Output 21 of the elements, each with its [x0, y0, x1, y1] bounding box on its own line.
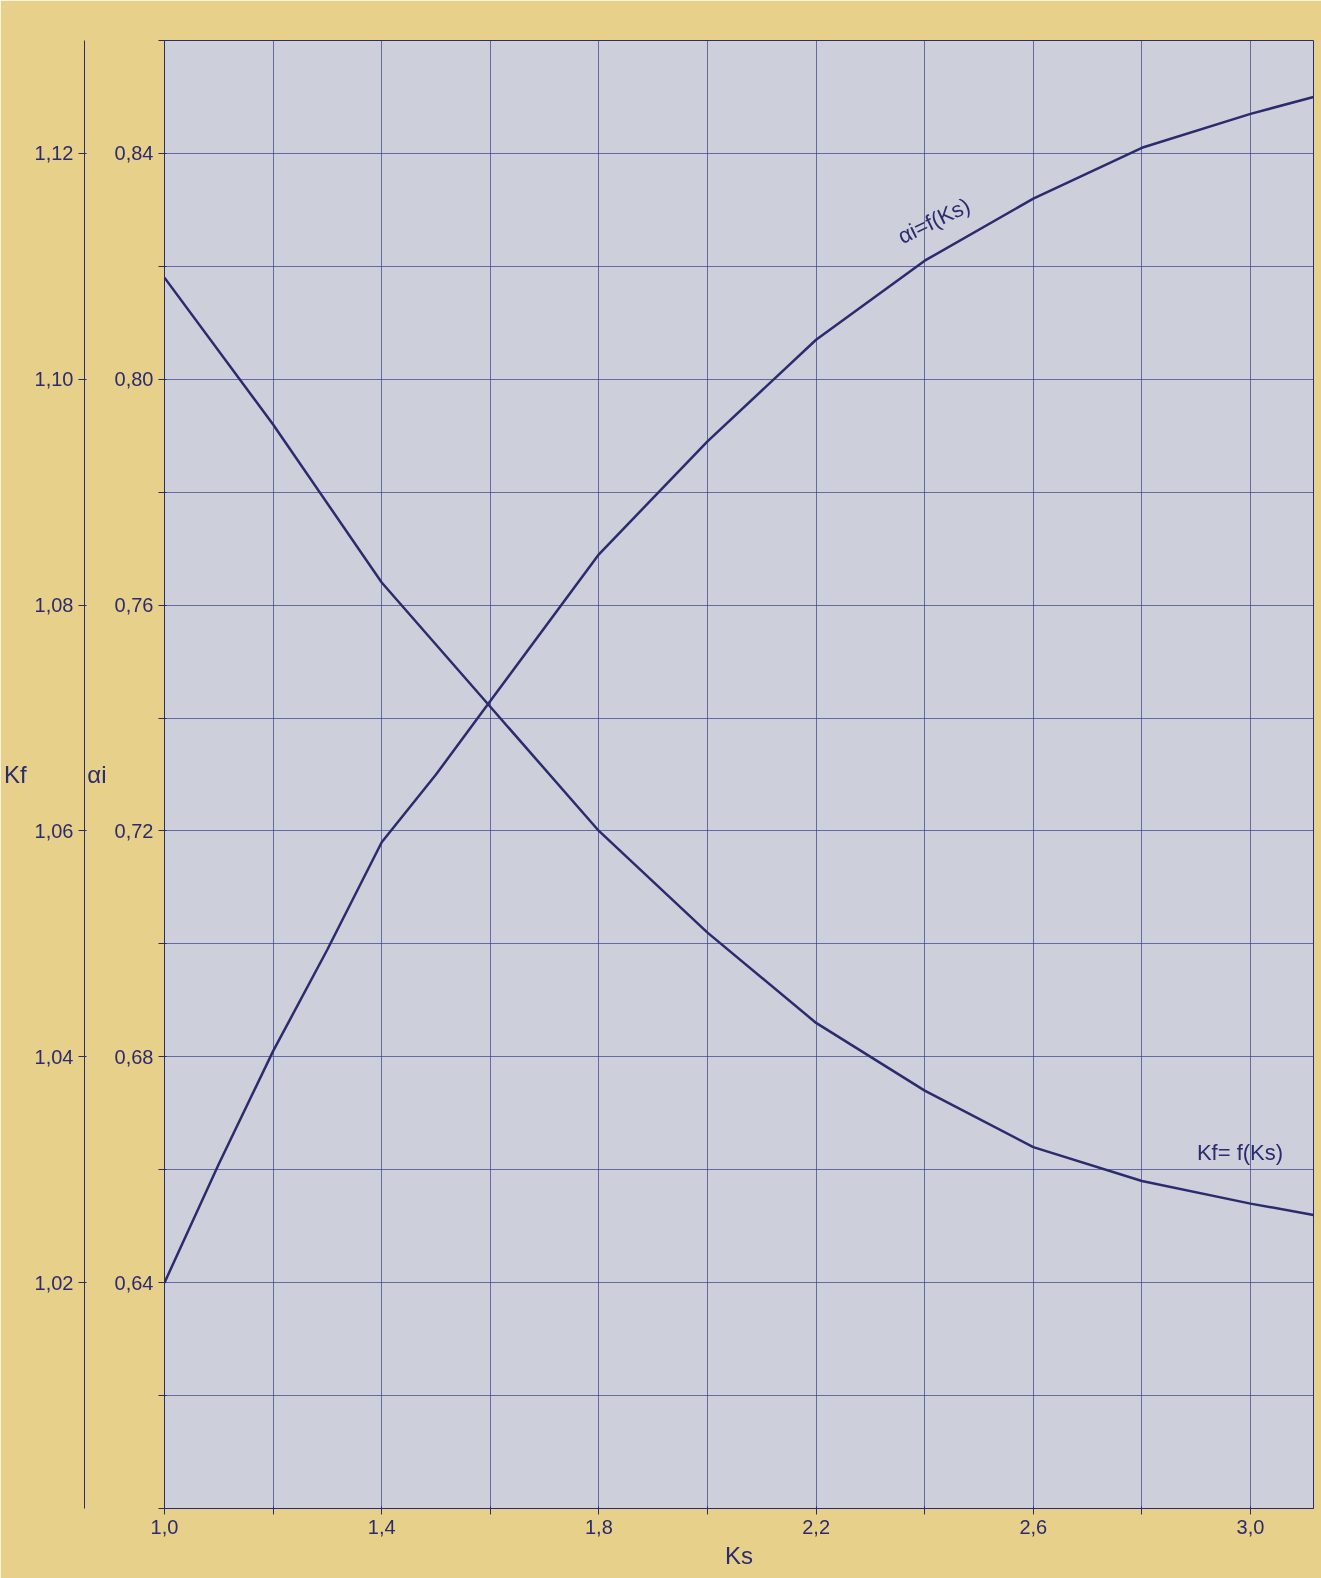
- y-tick-label: 1,06: [34, 819, 74, 842]
- y2-tick-label: 0,68: [114, 1045, 154, 1068]
- x-axis-title: Ks: [725, 1541, 754, 1569]
- y-tick-label: 1,08: [34, 594, 74, 617]
- y2-tick-label: 0,76: [114, 594, 154, 617]
- x-tick-label: 2,2: [802, 1515, 831, 1538]
- y2-tick-label: 0,72: [114, 819, 154, 842]
- y2-tick-label: 0,64: [114, 1271, 154, 1294]
- y-tick-label: 1,12: [34, 142, 74, 165]
- y-tick-label: 1,04: [34, 1045, 74, 1068]
- x-tick-label: 1,4: [367, 1515, 396, 1538]
- y2-tick-label: 0,84: [114, 142, 154, 165]
- x-tick-label: 3,0: [1236, 1515, 1265, 1538]
- y-axis-title: Kf: [3, 761, 27, 788]
- x-tick-label: 1,0: [150, 1515, 179, 1538]
- y2-axis-title: αi: [87, 761, 107, 788]
- x-tick-label: 1,8: [585, 1515, 613, 1538]
- y-tick-label: 1,02: [34, 1271, 74, 1294]
- y-tick-label: 1,10: [34, 368, 74, 391]
- y2-tick-label: 0,80: [114, 368, 154, 391]
- x-tick-label: 2,6: [1019, 1515, 1048, 1538]
